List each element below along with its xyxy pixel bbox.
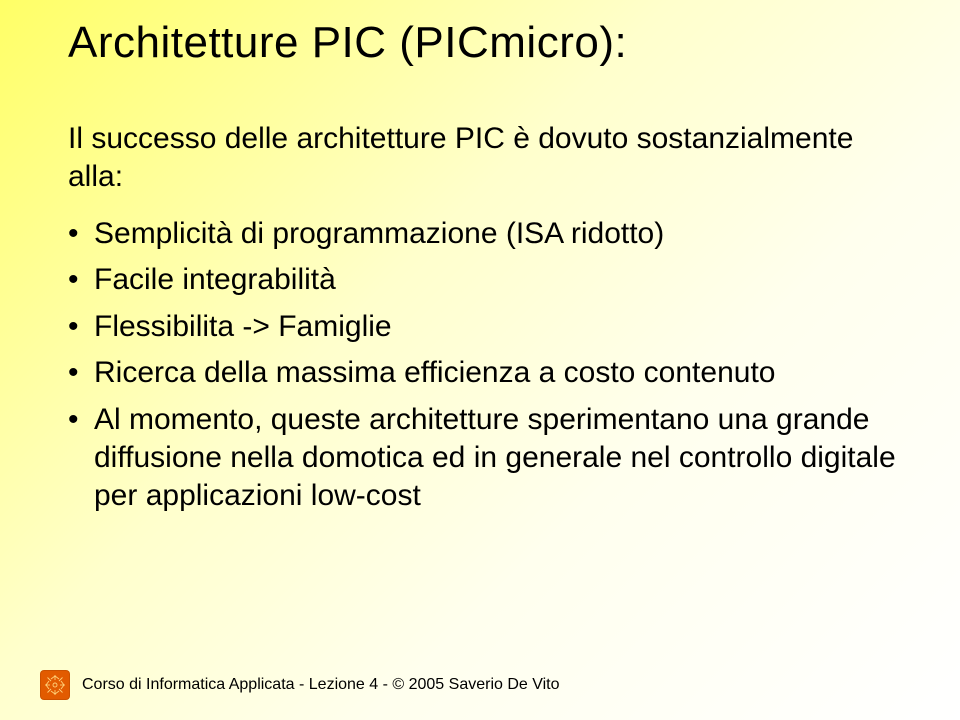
bullet-item: Ricerca della massima efficienza a costo…: [68, 354, 910, 392]
slide-body: Il successo delle architetture PIC è dov…: [68, 120, 910, 524]
footer-text: Corso di Informatica Applicata - Lezione…: [82, 676, 560, 694]
lead-text: Il successo delle architetture PIC è dov…: [68, 120, 910, 195]
footer-logo-icon: [40, 670, 70, 700]
slide: Architetture PIC (PICmicro): Il successo…: [0, 0, 960, 720]
bullet-item: Semplicità di programmazione (ISA ridott…: [68, 215, 910, 253]
bullet-item: Al momento, queste architetture sperimen…: [68, 401, 910, 516]
footer: Corso di Informatica Applicata - Lezione…: [40, 670, 560, 700]
bullet-list: Semplicità di programmazione (ISA ridott…: [68, 215, 910, 516]
bullet-item: Flessibilita -> Famiglie: [68, 308, 910, 346]
slide-title: Architetture PIC (PICmicro):: [68, 18, 627, 68]
bullet-item: Facile integrabilità: [68, 261, 910, 299]
